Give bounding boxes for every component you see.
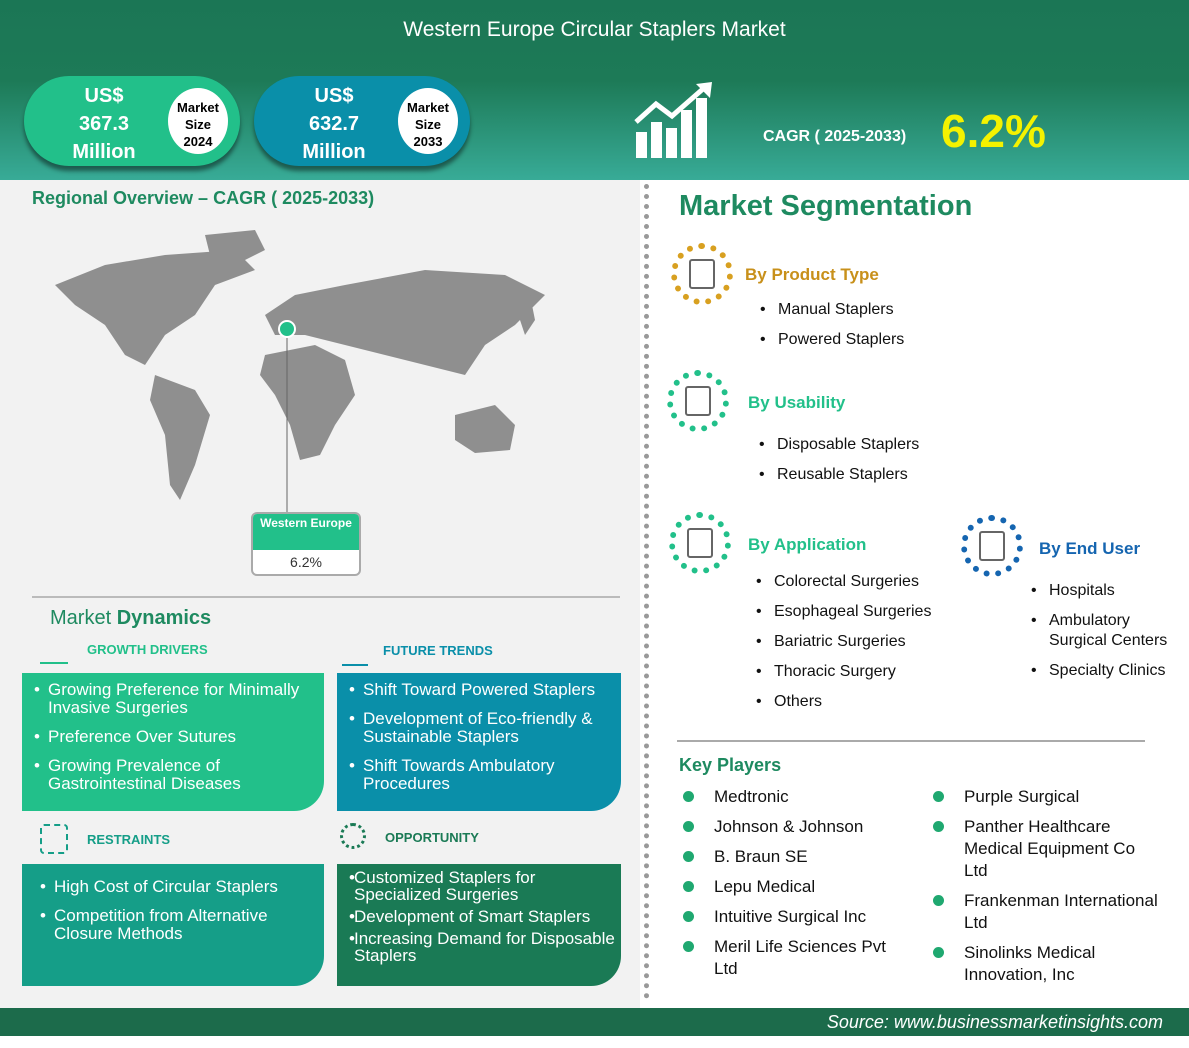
list-item: Reusable Staplers xyxy=(757,465,919,485)
divider xyxy=(32,596,620,598)
usability-title: By Usability xyxy=(748,393,846,412)
list-item: Shift Towards Ambulatory Procedures xyxy=(337,757,621,793)
source-text: Source: www.businessmarketinsights.com xyxy=(826,1012,1163,1032)
opportunity-title: OPPORTUNITY xyxy=(385,830,479,845)
world-map xyxy=(55,230,545,513)
usability-list: Disposable Staplers Reusable Staplers xyxy=(757,435,919,495)
list-item: Johnson & Johnson xyxy=(679,816,909,838)
list-item: Hospitals xyxy=(1029,581,1189,601)
opportunity-target-icon xyxy=(340,823,366,849)
list-item: Bariatric Surgeries xyxy=(754,632,931,652)
growth-drivers-card: Growing Preference for Minimally Invasiv… xyxy=(22,673,324,811)
list-item: Disposable Staplers xyxy=(757,435,919,455)
product-type-icon xyxy=(671,243,733,305)
list-item: Growing Prevalence of Gastrointestinal D… xyxy=(22,757,324,793)
key-players-col1: Medtronic Johnson & Johnson B. Braun SE … xyxy=(679,786,909,988)
list-item: Development of Smart Staplers xyxy=(337,908,621,925)
restraints-card: High Cost of Circular Staplers Competiti… xyxy=(22,864,324,986)
list-item: Customized Staplers for Specialized Surg… xyxy=(337,869,621,903)
opportunity-card: Customized Staplers for Specialized Surg… xyxy=(337,864,621,986)
list-item: Powered Staplers xyxy=(758,330,904,350)
end-user-icon xyxy=(961,515,1023,577)
unit: Million xyxy=(302,141,366,163)
list-item: Intuitive Surgical Inc xyxy=(679,906,909,928)
market-size-label: Market Size 2033 xyxy=(398,88,458,154)
market-value: 367.3 xyxy=(78,113,130,135)
list-item: Manual Staplers xyxy=(758,300,904,320)
list-item: Meril Life Sciences Pvt Ltd xyxy=(679,936,909,980)
unit: Million xyxy=(72,141,136,163)
list-item: Competition from Alternative Closure Met… xyxy=(28,907,324,943)
divider xyxy=(644,184,649,999)
growth-drivers-icon xyxy=(40,636,68,664)
list-item: Shift Toward Powered Staplers xyxy=(337,681,621,700)
list-item: Thoracic Surgery xyxy=(754,662,931,682)
region-callout: Western Europe 6.2% xyxy=(251,512,361,576)
currency: US$ xyxy=(84,85,124,107)
regional-overview-title: Regional Overview – CAGR ( 2025-2033) xyxy=(32,188,375,208)
growth-drivers-title: GROWTH DRIVERS xyxy=(87,642,208,657)
product-type-title: By Product Type xyxy=(745,265,879,284)
cagr-value: 6.2% xyxy=(941,105,1046,157)
restraints-title: RESTRAINTS xyxy=(87,832,171,847)
market-value: 632.7 xyxy=(308,113,360,135)
key-players-title: Key Players xyxy=(679,755,782,775)
footer xyxy=(0,1008,1189,1036)
product-type-list: Manual Staplers Powered Staplers xyxy=(758,300,904,360)
currency: US$ xyxy=(314,85,354,107)
end-user-list: Hospitals Ambulatory Surgical Centers Sp… xyxy=(1029,581,1189,691)
application-list: Colorectal Surgeries Esophageal Surgerie… xyxy=(754,572,931,722)
list-item: Frankenman International Ltd xyxy=(929,890,1159,934)
future-trends-card: Shift Toward Powered Staplers Developmen… xyxy=(337,673,621,811)
list-item: Preference Over Sutures xyxy=(22,728,324,747)
list-item: Development of Eco-friendly & Sustainabl… xyxy=(337,710,621,746)
market-size-2033-pill: US$ 632.7 Million Market Size 2033 xyxy=(254,76,470,166)
market-size-2024-pill: US$ 367.3 Million Market Size 2024 xyxy=(24,76,240,166)
page-title: Western Europe Circular Staplers Market xyxy=(403,18,786,41)
list-item: Specialty Clinics xyxy=(1029,661,1189,681)
key-players-col2: Purple Surgical Panther Healthcare Medic… xyxy=(929,786,1159,994)
list-item: Others xyxy=(754,692,931,712)
application-icon xyxy=(669,512,731,574)
usability-icon xyxy=(667,370,729,432)
list-item: Purple Surgical xyxy=(929,786,1159,808)
list-item: Panther Healthcare Medical Equipment Co … xyxy=(929,816,1159,882)
application-title: By Application xyxy=(748,535,867,554)
cagr-label: CAGR ( 2025-2033) xyxy=(763,128,907,145)
end-user-title: By End User xyxy=(1039,539,1141,558)
list-item: Growing Preference for Minimally Invasiv… xyxy=(22,681,324,717)
list-item: Colorectal Surgeries xyxy=(754,572,931,592)
list-item: Medtronic xyxy=(679,786,909,808)
growth-chart-icon xyxy=(634,82,712,158)
restraints-icon xyxy=(40,824,68,854)
list-item: Esophageal Surgeries xyxy=(754,602,931,622)
list-item: Increasing Demand for Disposable Stapler… xyxy=(337,930,621,964)
market-size-label: Market Size 2024 xyxy=(168,88,228,154)
western-europe-marker[interactable] xyxy=(278,320,296,338)
future-trends-icon xyxy=(342,636,368,666)
list-item: Ambulatory Surgical Centers xyxy=(1029,611,1189,651)
list-item: Lepu Medical xyxy=(679,876,909,898)
list-item: B. Braun SE xyxy=(679,846,909,868)
segmentation-title: Market Segmentation xyxy=(679,190,973,222)
divider xyxy=(677,740,1145,742)
region-name: Western Europe xyxy=(253,514,359,550)
region-cagr: 6.2% xyxy=(290,554,322,570)
market-dynamics-title: Market Dynamics xyxy=(50,607,212,629)
future-trends-title: FUTURE TRENDS xyxy=(383,643,493,658)
list-item: High Cost of Circular Staplers xyxy=(28,878,324,897)
list-item: Sinolinks Medical Innovation, Inc xyxy=(929,942,1159,986)
